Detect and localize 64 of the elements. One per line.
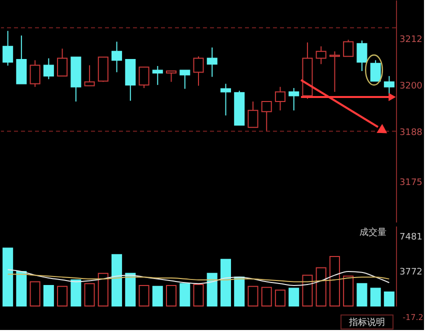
y-tick-label: 3200 xyxy=(400,81,423,92)
bar xyxy=(30,281,40,306)
bar xyxy=(98,272,108,306)
candlestick xyxy=(384,76,394,94)
candlestick xyxy=(166,70,177,82)
y-tick-label: 3772 xyxy=(400,267,422,278)
bar xyxy=(125,272,136,306)
bar xyxy=(288,288,300,306)
bar xyxy=(206,272,218,306)
bar xyxy=(180,283,190,306)
bar xyxy=(2,248,14,306)
bar xyxy=(152,286,163,306)
line-series xyxy=(7,274,390,282)
bar xyxy=(356,283,368,306)
y-tick-label: 3188 xyxy=(400,128,423,138)
candlestick xyxy=(30,60,40,88)
bar xyxy=(112,254,122,306)
y-tick-label: 7481 xyxy=(400,232,422,243)
bar xyxy=(370,288,381,306)
bar xyxy=(234,276,245,306)
bar xyxy=(16,270,27,306)
bar xyxy=(70,279,82,306)
candlestick xyxy=(356,40,368,72)
candlestick xyxy=(84,64,95,86)
bar xyxy=(302,274,313,306)
candlestick xyxy=(329,50,340,92)
bar xyxy=(261,286,272,306)
bar xyxy=(166,284,177,306)
line-series xyxy=(7,269,390,286)
bar xyxy=(193,284,204,306)
bar xyxy=(316,267,326,306)
candlestick xyxy=(193,56,204,86)
candlestick xyxy=(316,46,326,65)
candlestick xyxy=(112,41,122,73)
candlestick xyxy=(57,48,68,77)
candlestick xyxy=(274,86,286,111)
bar xyxy=(138,284,150,306)
bar xyxy=(248,286,258,306)
text: 指标说明 xyxy=(348,317,385,328)
candlestick xyxy=(152,66,163,86)
candlestick xyxy=(43,58,54,80)
y-tick-label: 3175 xyxy=(400,178,422,188)
candlestick xyxy=(206,46,218,78)
bar xyxy=(43,284,54,306)
candlestick xyxy=(248,101,258,128)
bar xyxy=(84,283,95,306)
annotation: 成交量 xyxy=(360,227,386,238)
candlestick xyxy=(288,88,300,111)
bar xyxy=(329,256,340,306)
candlestick xyxy=(2,30,14,66)
candlestick xyxy=(343,39,354,57)
candlestick xyxy=(261,101,272,132)
candlestick xyxy=(180,70,190,90)
text: -17.2 xyxy=(402,313,424,322)
bar xyxy=(343,276,354,306)
bar xyxy=(57,286,68,306)
bar xyxy=(274,290,286,306)
candlestick xyxy=(370,60,381,82)
candlestick xyxy=(138,66,150,89)
candlestick xyxy=(220,83,232,116)
bar xyxy=(384,292,394,306)
y-tick-label: 3212 xyxy=(400,35,422,46)
candlestick xyxy=(98,56,108,82)
bar xyxy=(220,258,232,306)
